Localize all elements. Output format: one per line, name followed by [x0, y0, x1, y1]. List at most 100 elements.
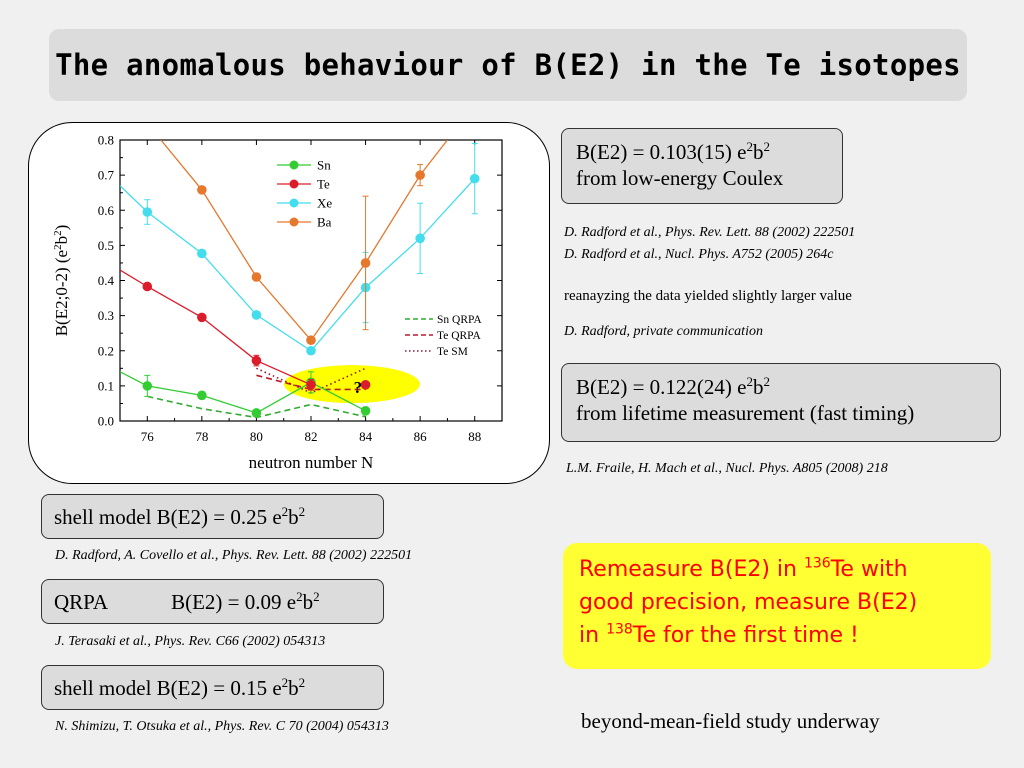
x-axis-label: neutron number N — [249, 453, 374, 472]
qrpa-sup2: 2 — [313, 589, 320, 604]
qrpa-b: b — [302, 590, 314, 614]
y-tick-label: 0.2 — [98, 343, 114, 358]
data-point-ba — [306, 335, 316, 346]
series-line-xe — [120, 178, 476, 352]
y-tick-label: 0.4 — [98, 273, 115, 288]
coulex-sup2: 2 — [763, 139, 770, 154]
data-point-te — [360, 380, 371, 390]
data-point-xe — [306, 345, 316, 356]
ref-fraile: L.M. Fraile, H. Mach et al., Nucl. Phys.… — [566, 461, 888, 476]
y-tick-label: 0.0 — [98, 414, 114, 429]
legend-label-te: Te — [317, 177, 330, 192]
remeasure-callout: Remeasure B(E2) in 136Te with good preci… — [563, 543, 991, 669]
slide-title: The anomalous behaviour of B(E2) in the … — [55, 48, 961, 82]
shell-model-1-sup2: 2 — [298, 504, 306, 519]
legend-label-sn: Sn — [317, 158, 331, 173]
lifetime-value-text: B(E2) = 0.122(24) e — [576, 375, 747, 399]
lifetime-sup1: 2 — [746, 374, 753, 389]
legend-marker-ba — [289, 217, 299, 227]
x-tick-label: 76 — [141, 429, 155, 444]
lifetime-value-b: b — [752, 375, 764, 399]
lifetime-method: from lifetime measurement (fast timing) — [576, 401, 915, 425]
y-tick-label: 0.7 — [98, 168, 115, 183]
data-point-sn — [197, 390, 207, 401]
ref-qrpa: J. Terasaki et al., Phys. Rev. C66 (2002… — [55, 634, 326, 649]
data-point-ba — [197, 185, 207, 195]
data-point-xe — [415, 233, 425, 244]
ref-private: D. Radford, private communication — [564, 324, 763, 339]
remeasure-text-4: Te for the first time ! — [632, 623, 859, 648]
shell-model-2-text: shell model B(E2) = 0.15 e — [54, 676, 282, 700]
y-tick-label: 0.6 — [98, 203, 115, 218]
underway-note: beyond-mean-field study underway — [581, 709, 880, 733]
ref-radford-2: D. Radford et al., Nucl. Phys. A752 (200… — [564, 247, 834, 262]
lifetime-value: B(E2) = 0.122(24) e2b2 — [576, 374, 1000, 400]
legend-label-ba: Ba — [317, 215, 332, 230]
remeasure-line-1: Remeasure B(E2) in 136Te with — [579, 553, 977, 586]
coulex-value: B(E2) = 0.103(15) e2b2 — [576, 139, 842, 165]
remeasure-line-2: good precision, measure B(E2) — [579, 590, 918, 615]
y-axis-label: B(E2;0-2) (e2b2) — [52, 225, 71, 337]
remeasure-text-1: Remeasure B(E2) in — [579, 557, 804, 582]
coulex-value-text: B(E2) = 0.103(15) e — [576, 140, 747, 164]
legend-label-xe: Xe — [317, 196, 332, 211]
series-line-sn — [120, 371, 366, 414]
remeasure-text-3: in — [579, 623, 607, 648]
lifetime-sup2: 2 — [763, 374, 770, 389]
shell-model-2-sup2: 2 — [298, 675, 306, 690]
chart-frame: 0.0 0.1 0.2 0.3 0.4 0.5 0.6 0.7 0.8 76 78 80 82 84 86 8… — [28, 122, 550, 484]
data-point-xe — [469, 173, 480, 184]
reanalysis-note: reanayzing the data yielded slightly lar… — [564, 288, 852, 304]
legend-marker-xe — [289, 198, 299, 208]
data-point-ba — [415, 170, 425, 180]
x-tick-label: 84 — [359, 429, 373, 444]
coulex-box: B(E2) = 0.103(15) e2b2 from low-energy C… — [561, 128, 843, 204]
data-point-te — [197, 312, 207, 323]
remeasure-line-3: in 138Te for the first time ! — [579, 619, 977, 652]
remeasure-sup-136: 136 — [803, 555, 831, 572]
data-point-sn — [251, 408, 262, 418]
title-banner: The anomalous behaviour of B(E2) in the … — [49, 29, 967, 101]
x-tick-label: 82 — [305, 429, 318, 444]
qrpa-value: B(E2) = 0.09 e — [171, 590, 297, 614]
plot-clip-group — [120, 140, 480, 419]
data-point-te — [142, 281, 153, 292]
data-point-sn — [142, 381, 153, 391]
shell-model-1-b: b — [288, 505, 299, 529]
question-highlight — [283, 365, 420, 404]
x-tick-label: 78 — [195, 429, 208, 444]
lifetime-box: B(E2) = 0.122(24) e2b2 from lifetime mea… — [561, 363, 1001, 442]
remeasure-text-2: Te with — [830, 557, 908, 582]
data-point-xe — [142, 207, 153, 217]
x-tick-label: 86 — [414, 429, 428, 444]
data-point-te — [306, 380, 316, 390]
legend-label-te-sm: Te SM — [437, 346, 468, 358]
coulex-value-b: b — [752, 140, 764, 164]
x-tick-label: 88 — [468, 429, 481, 444]
shell-model-2-sup1: 2 — [281, 675, 289, 690]
legend-label-te-qrpa: Te QRPA — [437, 330, 482, 342]
shell-model-box-2: shell model B(E2) = 0.15 e2b2 — [41, 665, 384, 710]
data-point-xe — [197, 248, 207, 259]
y-tick-label: 0.1 — [98, 378, 114, 393]
remeasure-sup-138: 138 — [606, 621, 633, 638]
shell-model-1-text: shell model B(E2) = 0.25 e — [54, 505, 282, 529]
qrpa-sup1: 2 — [296, 589, 303, 604]
qrpa-box: QRPA B(E2) = 0.09 e2b2 — [41, 579, 384, 624]
series-line-te-qrpa — [256, 374, 366, 391]
data-point-ba — [251, 272, 262, 282]
data-point-te — [251, 355, 262, 366]
coulex-sup1: 2 — [746, 139, 753, 154]
legend-marker-te — [289, 179, 299, 189]
coulex-method: from low-energy Coulex — [576, 166, 784, 190]
legend-marker-sn — [289, 160, 299, 170]
data-point-sn — [360, 406, 371, 416]
shell-model-box-1: shell model B(E2) = 0.25 e2b2 — [41, 494, 384, 539]
data-point-ba — [360, 258, 371, 268]
legend-label-sn-qrpa: Sn QRPA — [437, 314, 482, 326]
x-tick-label: 80 — [250, 429, 263, 444]
shell-model-2-b: b — [288, 676, 299, 700]
shell-model-1-sup1: 2 — [281, 504, 289, 519]
y-tick-label: 0.5 — [98, 238, 114, 253]
y-tick-label: 0.8 — [98, 133, 114, 148]
